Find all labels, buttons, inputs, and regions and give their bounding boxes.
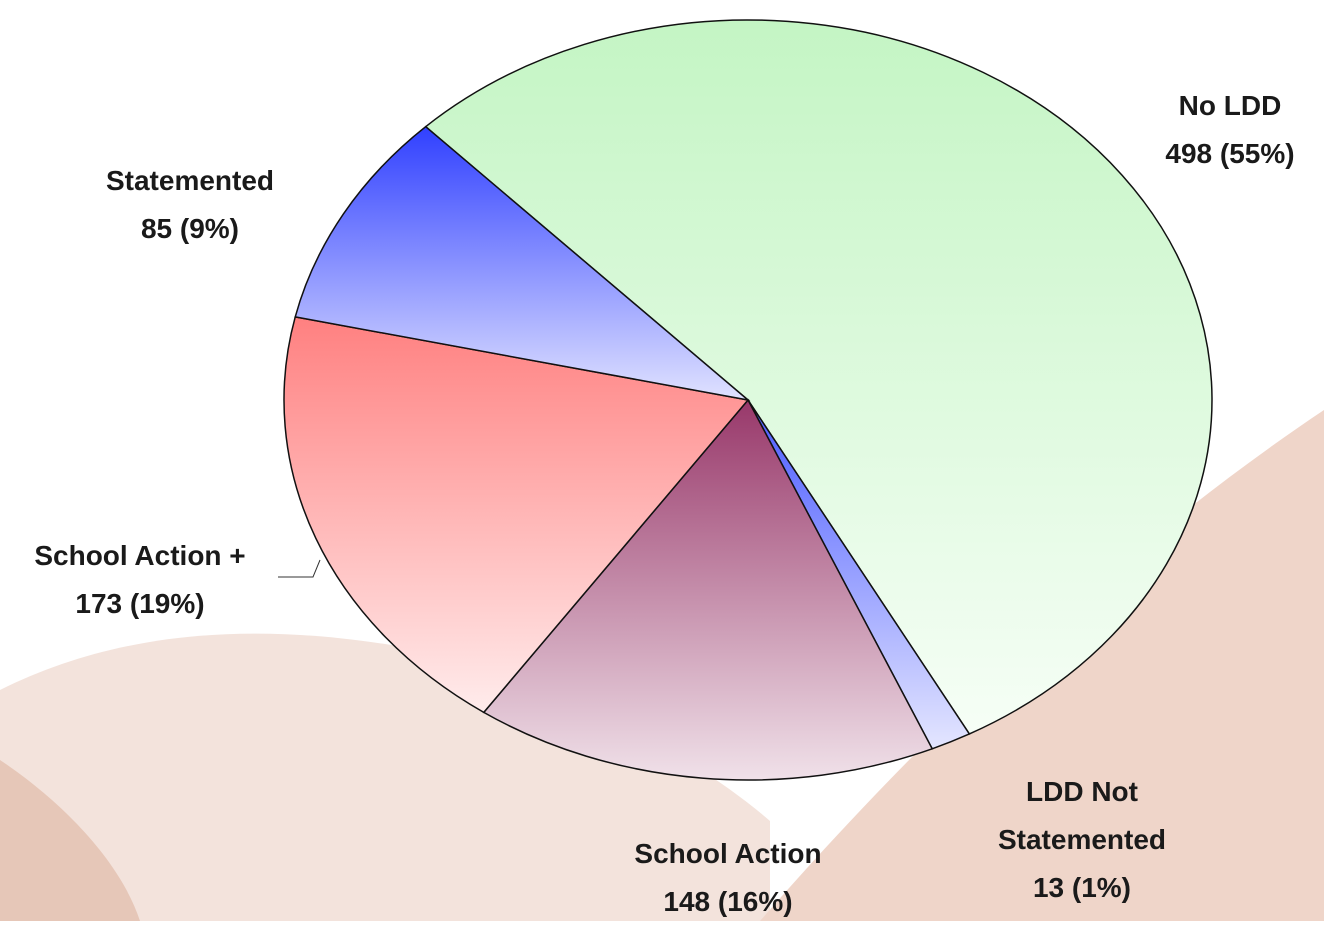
data-label: School Action 148 (16%) <box>588 830 868 926</box>
pie <box>283 19 1213 781</box>
pie-slice <box>424 19 1213 735</box>
background-wave <box>0 760 140 921</box>
leader-line <box>278 559 321 578</box>
value-label: 148 (16%) <box>663 886 793 917</box>
data-label: No LDD 498 (55%) <box>1130 82 1324 178</box>
pie-slice <box>283 316 750 714</box>
data-label: Statemented 85 (9%) <box>50 157 330 253</box>
category-label: School Action + <box>34 540 246 571</box>
value-label: 173 (19%) <box>75 588 205 619</box>
pie-slice <box>294 125 751 402</box>
value-label: 498 (55%) <box>1165 138 1295 169</box>
value-label: 13 (1%) <box>1032 872 1132 903</box>
category-label: No LDD <box>1178 90 1282 121</box>
category-label: School Action <box>634 838 822 869</box>
data-label: LDD Not Statemented 13 (1%) <box>962 768 1202 912</box>
data-label: School Action + 173 (19%) <box>20 532 260 628</box>
category-label: LDD Not Statemented <box>997 776 1167 855</box>
value-label: 85 (9%) <box>140 213 240 244</box>
category-label: Statemented <box>105 165 275 196</box>
pie-slice <box>482 398 934 781</box>
